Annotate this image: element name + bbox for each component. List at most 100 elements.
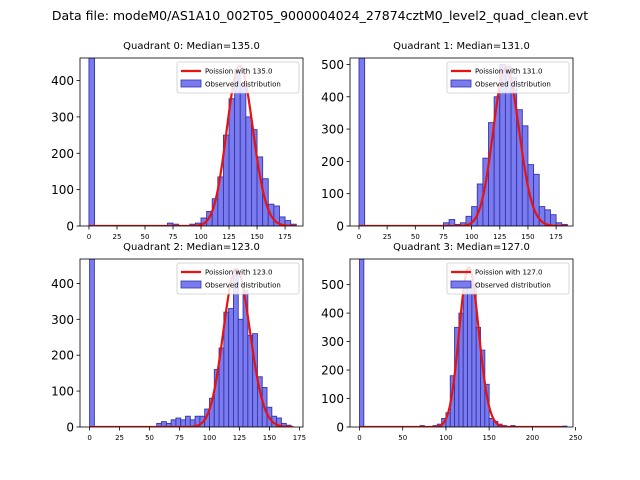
legend-poisson-label: Poission with 131.0 xyxy=(475,68,543,76)
x-tick-label: 25 xyxy=(113,233,122,241)
y-tick-label: 400 xyxy=(51,277,74,291)
histogram-bar xyxy=(228,98,236,226)
histogram-bar xyxy=(228,308,234,427)
y-tick-label: 0 xyxy=(336,421,344,435)
x-tick-label: 250 xyxy=(569,434,582,442)
y-tick-label: 300 xyxy=(51,313,74,327)
y-tick-label: 300 xyxy=(51,110,74,124)
axes-frame xyxy=(79,258,304,428)
x-tick-label: 200 xyxy=(526,434,539,442)
axes-frame xyxy=(79,57,304,227)
x-tick-label: 0 xyxy=(357,233,361,241)
x-tick-label: 0 xyxy=(87,434,91,442)
figure-suptitle: Data file: modeM0/AS1A10_002T05_90000040… xyxy=(52,8,588,23)
x-tick-label: 75 xyxy=(439,233,448,241)
x-tick-label: 100 xyxy=(194,233,207,241)
x-tick-label: 175 xyxy=(549,233,562,241)
y-tick-label: 100 xyxy=(321,187,344,201)
y-tick-label: 200 xyxy=(51,349,74,363)
x-tick-label: 100 xyxy=(203,434,216,442)
x-tick-label: 50 xyxy=(398,434,407,442)
x-tick-label: 150 xyxy=(482,434,495,442)
legend-observed-label: Observed distribution xyxy=(475,282,551,290)
histogram-bar xyxy=(237,318,244,427)
legend-box xyxy=(446,61,570,94)
quadrant-panel-0: Quadrant 0: Median=135.0 0 25 50 75 100 125 150… xyxy=(51,41,304,241)
x-tick-label: 75 xyxy=(169,233,178,241)
legend-poisson-label: Poission with 135.0 xyxy=(205,68,273,76)
x-tick-label: 50 xyxy=(141,233,150,241)
y-tick-label: 400 xyxy=(321,90,344,104)
x-tick-label: 125 xyxy=(222,233,235,241)
x-tick-label: 50 xyxy=(411,233,420,241)
legend-observed-swatch xyxy=(180,79,202,88)
histogram-bar xyxy=(88,58,96,226)
subplot-title: Quadrant 1: Median=131.0 xyxy=(393,41,530,52)
y-tick-label: 100 xyxy=(321,392,344,406)
legend-poisson-label: Poission with 123.0 xyxy=(205,269,273,277)
legend: Poission with 127.0 Observed distribution xyxy=(446,262,570,295)
legend-observed-label: Observed distribution xyxy=(475,81,551,89)
histogram-bar xyxy=(467,289,473,427)
subplot-title: Quadrant 0: Median=135.0 xyxy=(123,41,260,52)
histogram-bar xyxy=(284,220,292,226)
legend-poisson-label: Poission with 127.0 xyxy=(475,269,543,277)
x-tick-label: 0 xyxy=(357,434,361,442)
x-tick-label: 100 xyxy=(465,233,478,241)
legend-box xyxy=(176,61,300,94)
legend-box xyxy=(446,262,570,295)
legend: Poission with 123.0 Observed distribution xyxy=(176,262,300,295)
x-tick-label: 175 xyxy=(278,233,291,241)
y-tick-label: 0 xyxy=(66,220,74,234)
histogram-bar xyxy=(245,116,252,226)
x-tick-label: 25 xyxy=(383,233,392,241)
legend-observed-label: Observed distribution xyxy=(205,282,281,290)
y-tick-label: 200 xyxy=(321,155,344,169)
x-tick-label: 150 xyxy=(263,434,276,442)
y-tick-label: 300 xyxy=(321,123,344,137)
y-tick-label: 500 xyxy=(321,58,344,72)
histogram-bar xyxy=(273,205,280,226)
quadrant-panel-1: Quadrant 1: Median=131.0 0 25 50 75 100 125 150… xyxy=(321,41,574,241)
y-tick-label: 400 xyxy=(51,74,74,88)
subplot-title: Quadrant 2: Median=123.0 xyxy=(123,242,260,253)
y-tick-label: 0 xyxy=(66,421,74,435)
histogram-bar xyxy=(359,259,365,427)
histogram-bar xyxy=(239,83,247,226)
legend: Poission with 131.0 Observed distribution xyxy=(446,61,570,94)
x-tick-label: 150 xyxy=(521,233,534,241)
quadrant-panel-2: Quadrant 2: Median=123.0 0 25 50 75 100 125 150… xyxy=(51,242,306,442)
legend-observed-swatch xyxy=(180,280,202,289)
x-tick-label: 150 xyxy=(250,233,263,241)
y-tick-label: 300 xyxy=(321,335,344,349)
axes-frame xyxy=(349,258,574,428)
histogram-bar xyxy=(358,58,366,226)
y-tick-label: 100 xyxy=(51,385,74,399)
plot-area xyxy=(358,58,568,226)
legend-observed-label: Observed distribution xyxy=(205,81,281,89)
histogram-bar xyxy=(185,415,191,427)
legend: Poission with 135.0 Observed distribution xyxy=(176,61,300,94)
histogram-bar xyxy=(89,259,95,427)
quadrant-panel-3: Quadrant 3: Median=127.0 0 50 100 150 200 250 0… xyxy=(321,242,582,442)
histogram-bar xyxy=(175,417,182,427)
histogram-bar xyxy=(448,219,456,226)
y-tick-label: 100 xyxy=(51,183,74,197)
x-tick-label: 50 xyxy=(145,434,154,442)
x-tick-label: 100 xyxy=(439,434,452,442)
legend-observed-swatch xyxy=(450,79,472,88)
x-tick-label: 125 xyxy=(233,434,246,442)
x-tick-label: 75 xyxy=(175,434,184,442)
y-tick-label: 200 xyxy=(51,147,74,161)
histogram-bar xyxy=(533,173,540,226)
histogram-bar xyxy=(462,281,469,427)
y-tick-label: 400 xyxy=(321,307,344,321)
subplot-title: Quadrant 3: Median=127.0 xyxy=(393,242,530,253)
x-tick-label: 25 xyxy=(115,434,124,442)
histogram-bar xyxy=(550,214,557,226)
plot-area xyxy=(89,259,294,427)
x-tick-label: 175 xyxy=(293,434,306,442)
x-tick-label: 0 xyxy=(87,233,91,241)
y-tick-label: 200 xyxy=(321,364,344,378)
